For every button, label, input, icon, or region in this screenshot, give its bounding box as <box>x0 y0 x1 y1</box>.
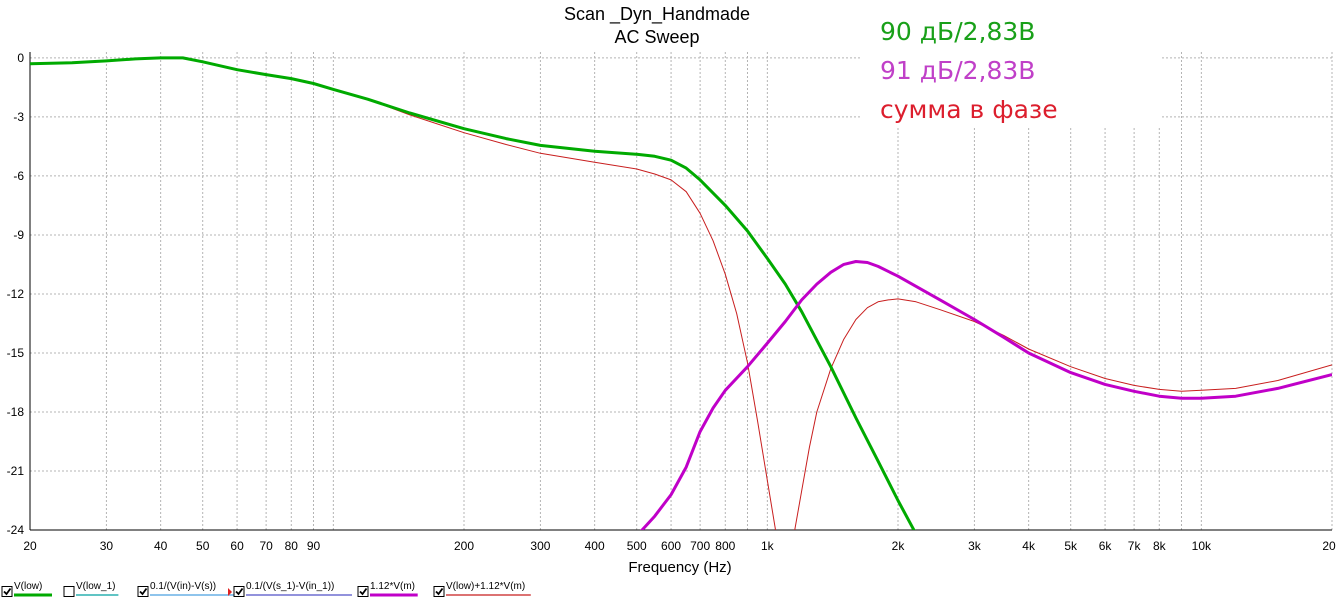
x-tick-label: 10k <box>1192 539 1212 553</box>
legend-label: 0.1/(V(in)-V(s)) <box>150 581 216 592</box>
series-line <box>30 56 916 530</box>
y-tick-labels: 0 -3 -6 -9 -12 -15 -18 -21 -24 <box>7 51 25 537</box>
legend-checkbox[interactable] <box>1 586 13 597</box>
x-tick-label: 6k <box>1099 539 1113 553</box>
x-tick-label: 30 <box>100 539 114 553</box>
legend-label: 0.1/(V(s_1)-V(in_1)) <box>246 581 334 592</box>
x-tick-label: 20k <box>1322 539 1336 553</box>
x-tick-label: 8k <box>1153 539 1167 553</box>
chart-title: Scan _Dyn_Handmade <box>564 4 750 25</box>
x-tick-label: 300 <box>530 539 550 553</box>
legend-label: V(low_1) <box>76 581 115 592</box>
annotations: 90 дБ/2,83В 91 дБ/2,83В сумма в фазе <box>880 17 1058 124</box>
legend-checkbox[interactable] <box>63 586 75 597</box>
legend-item[interactable]: 0.1/(V(in)-V(s)) <box>137 581 235 597</box>
chart-subtitle: AC Sweep <box>614 27 699 47</box>
axes <box>29 52 1332 531</box>
legend-marker <box>228 588 232 596</box>
x-tick-label: 50 <box>196 539 210 553</box>
check-icon <box>3 587 12 596</box>
legend-item[interactable]: 1.12*V(m) <box>357 581 418 597</box>
legend-label: V(low)+1.12*V(m) <box>446 581 525 592</box>
x-tick-label: 80 <box>285 539 299 553</box>
legend-checkbox[interactable] <box>433 586 445 597</box>
y-tick-label: 0 <box>17 51 24 65</box>
x-tick-label: 5k <box>1064 539 1078 553</box>
series-line <box>794 298 1332 530</box>
x-tick-label: 70 <box>259 539 273 553</box>
x-tick-label: 60 <box>230 539 244 553</box>
legend-item[interactable]: 0.1/(V(s_1)-V(in_1)) <box>228 581 352 597</box>
series-line <box>30 57 777 530</box>
legend-checkbox[interactable] <box>233 586 245 597</box>
x-tick-label: 600 <box>661 539 681 553</box>
series-line <box>640 260 1332 530</box>
x-tick-label: 500 <box>627 539 647 553</box>
annotation-label: 91 дБ/2,83В <box>880 56 1035 85</box>
annotation-label: 90 дБ/2,83В <box>880 17 1035 46</box>
legend-checkbox[interactable] <box>357 586 369 597</box>
legend-item[interactable]: V(low) <box>1 581 52 597</box>
x-tick-label: 400 <box>585 539 605 553</box>
check-icon <box>139 587 148 596</box>
y-tick-label: -24 <box>7 523 25 537</box>
x-tick-label: 7k <box>1128 539 1142 553</box>
legend-checkbox[interactable] <box>137 586 149 597</box>
check-icon <box>435 587 444 596</box>
y-tick-label: -18 <box>7 405 25 419</box>
legend-item[interactable]: V(low_1) <box>63 581 119 597</box>
y-tick-label: -6 <box>13 169 24 183</box>
x-tick-label: 800 <box>715 539 735 553</box>
legend[interactable]: V(low) V(low_1) 0.1/(V(in)-V(s)) 0.1/(V(s_1… <box>1 581 531 597</box>
x-tick-label: 4k <box>1022 539 1036 553</box>
x-tick-label: 1k <box>761 539 775 553</box>
x-tick-label: 20 <box>23 539 37 553</box>
legend-label: V(low) <box>14 581 42 592</box>
annotation-label: сумма в фазе <box>880 95 1058 124</box>
y-tick-label: -15 <box>7 346 25 360</box>
check-icon <box>235 587 244 596</box>
series <box>30 56 1332 530</box>
legend-label: 1.12*V(m) <box>370 581 415 592</box>
y-tick-label: -9 <box>13 228 24 242</box>
check-icon <box>359 587 368 596</box>
y-tick-label: -21 <box>7 464 25 478</box>
x-tick-label: 3k <box>968 539 982 553</box>
x-tick-labels: 20 30 40 50 60 70 80 90 200 300 400 500 600 700 800 1k 2… <box>23 539 1336 553</box>
x-tick-label: 200 <box>454 539 474 553</box>
x-tick-label: 40 <box>154 539 168 553</box>
x-tick-label: 90 <box>307 539 321 553</box>
x-tick-label: 700 <box>690 539 710 553</box>
y-tick-label: -3 <box>13 110 24 124</box>
y-tick-label: -12 <box>7 287 25 301</box>
legend-item[interactable]: V(low)+1.12*V(m) <box>433 581 531 597</box>
x-axis-label: Frequency (Hz) <box>628 559 731 576</box>
x-tick-label: 2k <box>892 539 906 553</box>
annotation-background <box>862 8 1162 128</box>
